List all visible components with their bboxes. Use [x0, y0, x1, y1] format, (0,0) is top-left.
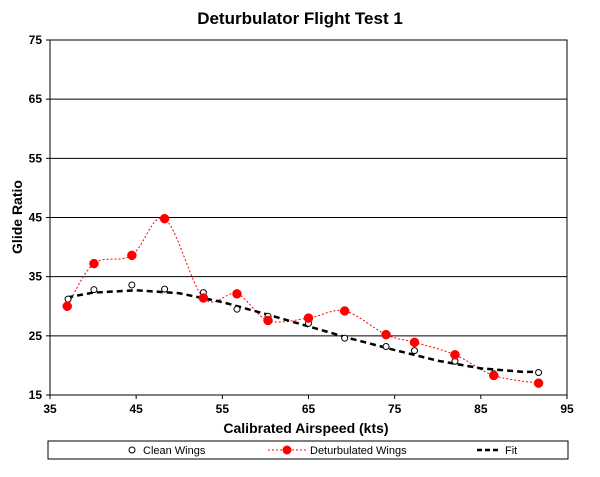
deturbulated-wings-point [533, 378, 544, 388]
x-tick-label: 95 [560, 402, 574, 416]
legend-clean-wings-label: Clean Wings [143, 445, 206, 457]
chart-title: Deturbulator Flight Test 1 [197, 9, 403, 28]
fit-line [67, 289, 542, 374]
deturbulated-wings-point [198, 293, 209, 303]
y-tick-label: 45 [29, 211, 43, 225]
deturbulated-wings-point [263, 315, 273, 326]
deturbulated-wings-point [159, 213, 170, 224]
deturbulated-wings-point [489, 370, 499, 381]
clean-wings-point [382, 342, 390, 350]
clean-wings-point [90, 286, 98, 294]
clean-wings-point [64, 295, 72, 303]
clean-wings-point [410, 347, 418, 355]
x-tick-label: 85 [474, 402, 488, 416]
y-tick-label: 35 [29, 270, 43, 284]
clean-wings-point [161, 285, 169, 293]
deturbulated-wings-point [409, 337, 420, 348]
y-tick-label: 65 [29, 92, 43, 106]
y-tick-label: 15 [29, 388, 43, 402]
deturbulated-wings-line [66, 217, 539, 384]
clean-wings-point [233, 305, 241, 313]
legend-deturbulated-marker [282, 445, 292, 455]
y-axis-label: Glide Ratio [9, 180, 25, 254]
x-tick-label: 45 [129, 402, 143, 416]
deturbulated-wings-point [89, 258, 99, 269]
clean-wings-point [535, 369, 543, 377]
legend-fit-label: Fit [505, 445, 517, 457]
axis-ticks: 15 25 35 45 55 65 75 35 45 55 65 75 85 95 [29, 33, 574, 416]
deturbulated-wings-point [381, 329, 391, 340]
legend: Clean Wings Deturbulated Wings Fit [47, 440, 569, 460]
x-tick-label: 55 [216, 402, 230, 416]
deturbulated-wings-point [450, 350, 460, 360]
clean-wings-point [341, 334, 349, 342]
deturbulated-wings-point [232, 289, 242, 299]
x-tick-label: 35 [43, 402, 57, 416]
legend-deturbulated-wings-label: Deturbulated Wings [310, 445, 407, 457]
clean-wings-point [128, 281, 136, 289]
y-tick-label: 25 [29, 329, 43, 343]
x-tick-label: 65 [302, 402, 316, 416]
data-series [62, 213, 544, 388]
y-tick-label: 75 [29, 33, 43, 47]
legend-clean-wings-marker [128, 446, 136, 454]
legend-box [47, 440, 569, 460]
x-tick-label: 75 [388, 402, 402, 416]
deturbulated-wings-point [339, 306, 350, 316]
deturbulated-wings-point [62, 301, 72, 311]
deturbulated-wings-point [127, 250, 137, 261]
deturbulated-wings-point [303, 313, 314, 323]
x-axis-label: Calibrated Airspeed (kts) [223, 420, 388, 436]
y-tick-label: 55 [29, 151, 43, 165]
gridlines [50, 98, 567, 337]
